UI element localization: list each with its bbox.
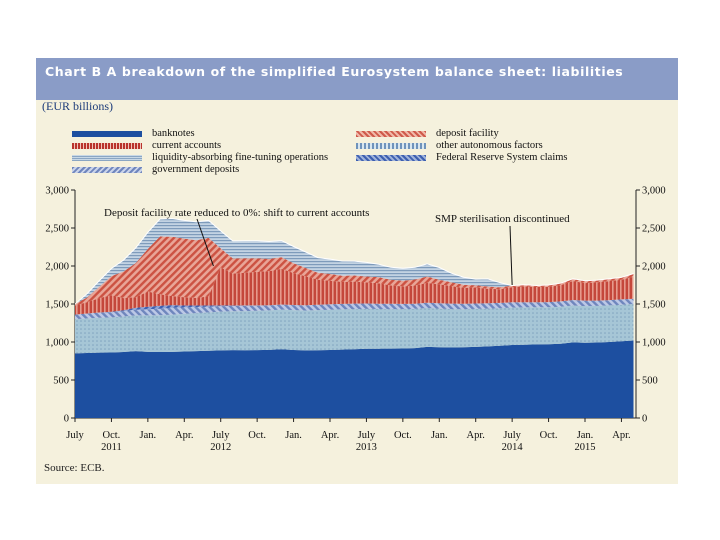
x-tick-label: Apr.: [321, 430, 339, 441]
legend-item-deposit-facility: deposit facility: [356, 127, 499, 140]
x-tick-label: Apr.: [467, 430, 485, 441]
x-year-label: 2014: [502, 442, 524, 453]
x-year-label: 2012: [210, 442, 231, 453]
legend-label: deposit facility: [436, 128, 499, 139]
y-tick-label-left: 0: [64, 414, 69, 425]
annotation-smp: SMP sterilisation discontinued: [435, 213, 570, 225]
x-year-label: 2013: [356, 442, 377, 453]
x-tick-label: Oct.: [394, 430, 412, 441]
y-tick-label-right: 3,000: [642, 186, 666, 197]
legend-swatch: [356, 142, 426, 149]
x-year-label: 2011: [101, 442, 122, 453]
x-tick-label: Oct.: [248, 430, 266, 441]
tick-layer: 0 0 500 500 1,000 1,000 1,500 1,500 2,000 2,000 2,…: [45, 186, 665, 454]
chart-title: Chart B A breakdown of the simplified Eu…: [45, 64, 624, 79]
legend-item-fine-tuning: liquidity-absorbing fine-tuning operatio…: [72, 151, 328, 164]
annotation-arrow: [196, 218, 214, 267]
x-tick-label: July: [503, 430, 521, 441]
annotation-deposit-facility: Deposit facility rate reduced to 0%: shi…: [104, 207, 369, 219]
legend-label: liquidity-absorbing fine-tuning operatio…: [152, 152, 329, 163]
plot-area: 0 0 500 500 1,000 1,000 1,500 1,500 2,000 2,000 2,…: [45, 186, 665, 454]
legend-item-other-autonomous-factors: other autonomous factors: [356, 139, 543, 152]
y-tick-label-left: 3,000: [45, 186, 69, 197]
x-tick-label: Apr.: [175, 430, 193, 441]
annotation-layer: Deposit facility rate reduced to 0%: shi…: [104, 207, 570, 286]
source-note: Source: ECB.: [44, 462, 105, 474]
legend-swatch: [72, 130, 142, 137]
legend-label: banknotes: [152, 128, 195, 139]
legend-item-government-deposits: government deposits: [72, 163, 239, 176]
x-tick-label: Jan.: [431, 430, 448, 441]
y-tick-label-left: 1,000: [45, 338, 69, 349]
y-tick-label-left: 1,500: [45, 300, 69, 311]
y-tick-label-left: 2,000: [45, 262, 69, 273]
legend-swatch: [72, 154, 142, 161]
x-tick-label: Jan.: [577, 430, 594, 441]
y-tick-label-left: 2,500: [45, 224, 69, 235]
legend-label: other autonomous factors: [436, 140, 543, 151]
x-tick-label: Jan.: [285, 430, 302, 441]
legend-swatch: [72, 166, 142, 173]
legend-item-federal-reserve: Federal Reserve System claims: [356, 151, 568, 164]
legend-label: current accounts: [152, 140, 222, 151]
legend-label: government deposits: [152, 164, 240, 175]
x-tick-label: Oct.: [540, 430, 558, 441]
series-current-accounts: [75, 267, 634, 315]
x-year-label: 2015: [575, 442, 596, 453]
y-tick-label-left: 500: [53, 376, 69, 387]
total-outline: [74, 217, 634, 305]
y-tick-label-right: 1,500: [642, 300, 666, 311]
legend-item-current-accounts: current accounts: [72, 139, 221, 152]
x-tick-label: July: [212, 430, 230, 441]
legend-swatch: [356, 154, 426, 161]
y-tick-label-right: 2,000: [642, 262, 666, 273]
x-tick-label: July: [66, 430, 84, 441]
x-tick-label: July: [358, 430, 376, 441]
x-tick-label: Apr.: [612, 430, 630, 441]
units-label: (EUR billions): [42, 99, 113, 113]
series-other-autonomous-factors: [75, 304, 634, 354]
y-tick-label-right: 0: [642, 414, 647, 425]
legend-label: Federal Reserve System claims: [436, 152, 568, 163]
title-bar: Chart B A breakdown of the simplified Eu…: [36, 58, 678, 100]
series-deposit-facility: [75, 236, 634, 306]
x-tick-label: Jan.: [140, 430, 157, 441]
series-layer: [74, 217, 634, 418]
y-tick-label-right: 2,500: [642, 224, 666, 235]
series-government-deposits: [75, 298, 634, 320]
legend-swatch: [72, 142, 142, 149]
x-tick-label: Oct.: [103, 430, 121, 441]
series-federal-reserve-system-claims: [75, 298, 634, 315]
y-tick-label-right: 500: [642, 376, 658, 387]
legend-item-banknotes: banknotes: [72, 127, 195, 140]
annotation-arrow: [509, 225, 513, 286]
series-banknotes: [75, 340, 634, 418]
y-tick-label-right: 1,000: [642, 338, 666, 349]
legend-swatch: [356, 130, 426, 137]
